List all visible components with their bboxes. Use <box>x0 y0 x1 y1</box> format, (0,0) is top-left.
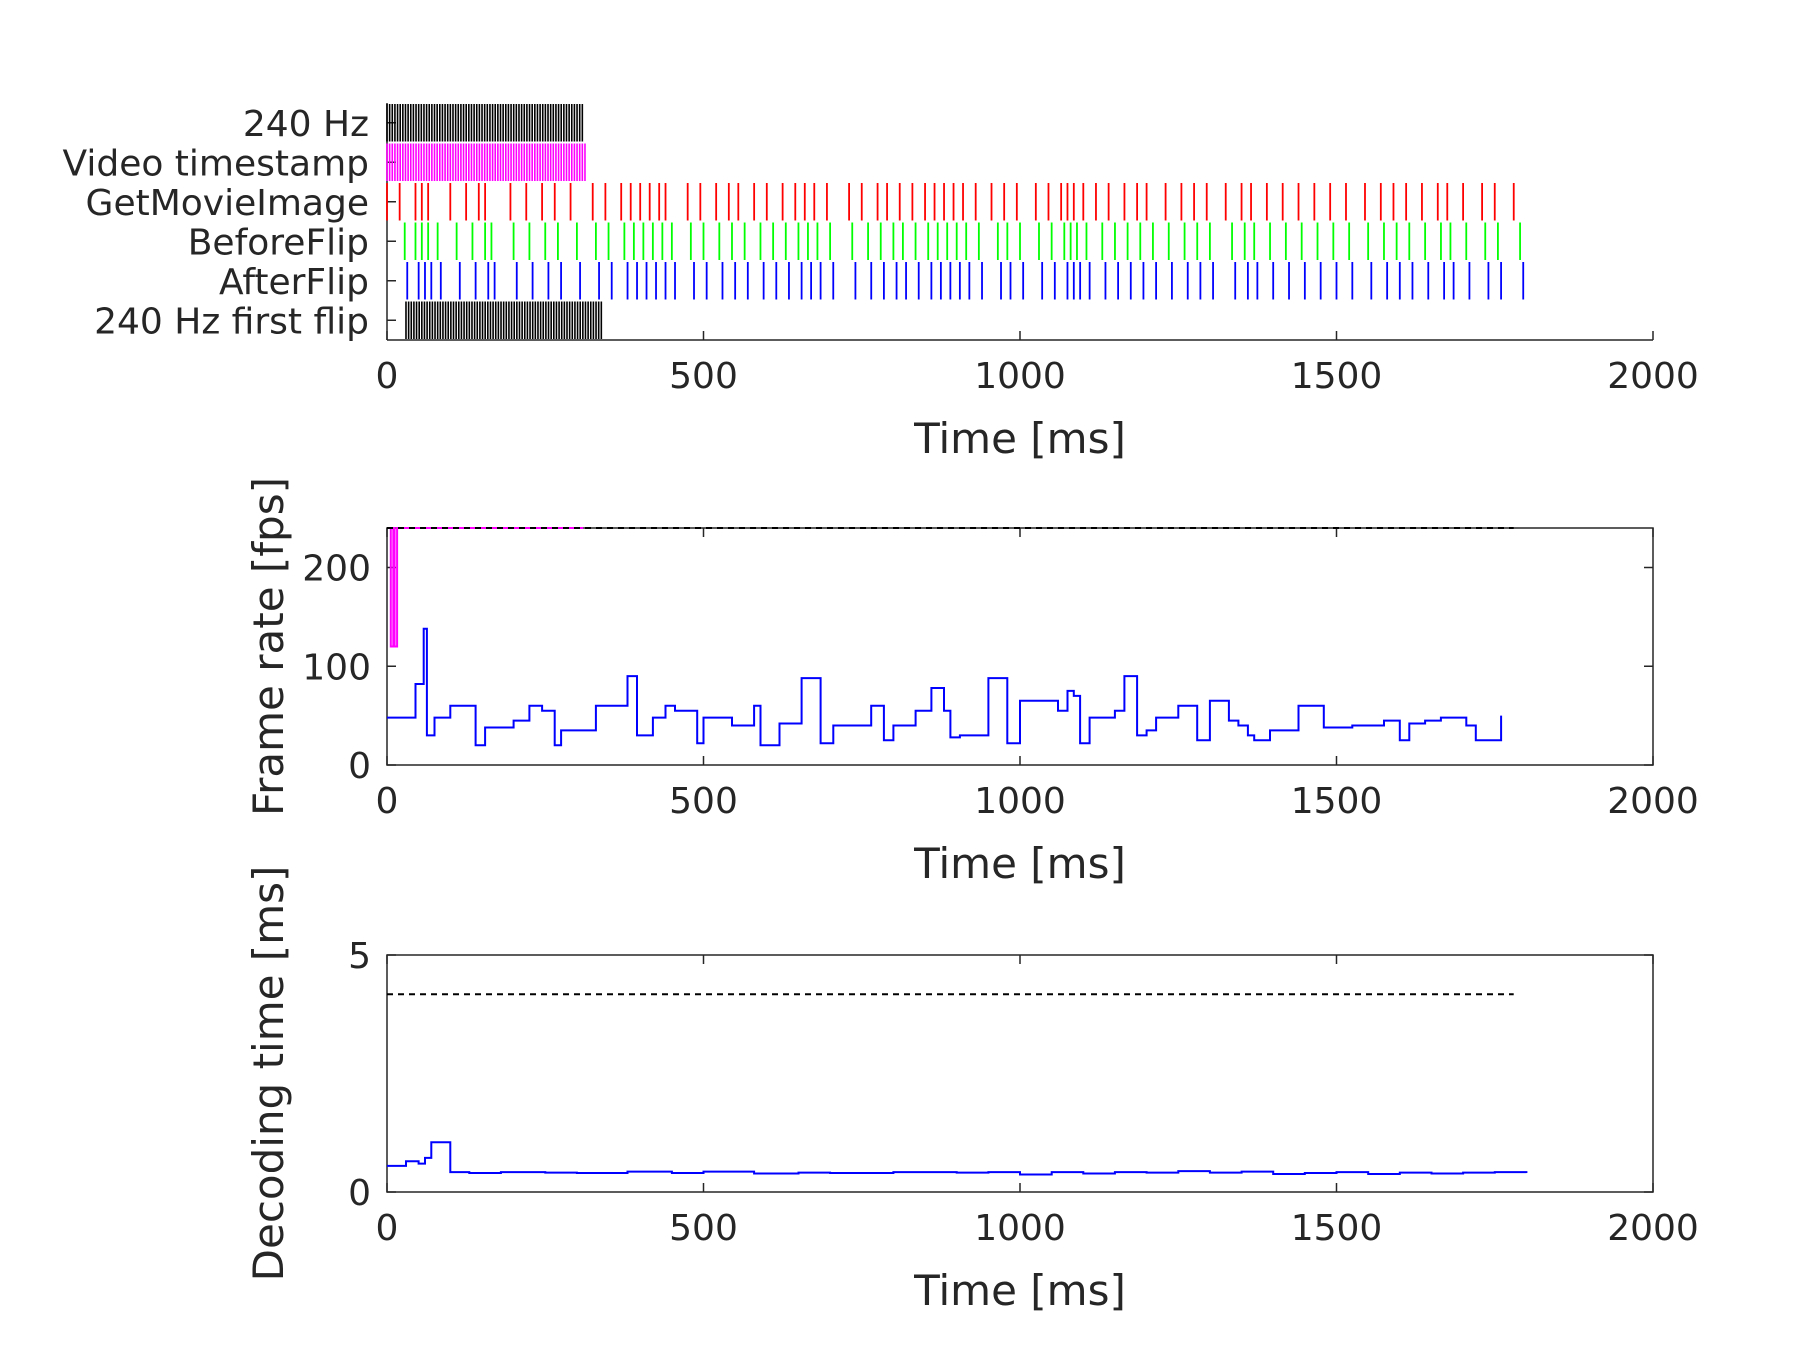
x-tick-label: 500 <box>669 1208 738 1249</box>
x-axis-label: Time [ms] <box>913 1266 1126 1315</box>
y-tick-label: 0 <box>348 1173 371 1214</box>
x-tick-label: 500 <box>669 356 738 397</box>
x-tick-label: 1500 <box>1291 1208 1383 1249</box>
series-line <box>387 1141 1528 1176</box>
x-tick-label: 2000 <box>1607 1208 1699 1249</box>
x-tick-label: 1500 <box>1291 781 1383 822</box>
x-tick-label: 1500 <box>1291 356 1383 397</box>
y-tick-label: 5 <box>348 936 371 977</box>
row-label: Video timestamp <box>63 143 370 184</box>
event-row <box>403 222 1521 260</box>
series-line <box>387 627 1503 747</box>
x-tick-label: 0 <box>376 781 399 822</box>
y-tick-label: 200 <box>302 549 371 590</box>
y-tick-label: 0 <box>348 746 371 787</box>
y-tick-label: 100 <box>302 647 371 688</box>
x-tick-label: 1000 <box>974 356 1066 397</box>
row-label: AfterFlip <box>219 262 369 303</box>
decoding-time-panel: 0 5 Decoding time [ms] 0 500 1000 1500 2000 Time… <box>244 866 1699 1315</box>
x-tick-label: 1000 <box>974 781 1066 822</box>
event-row <box>386 183 1515 221</box>
x-tick-label: 2000 <box>1607 781 1699 822</box>
event-row <box>386 104 584 142</box>
x-axis-label: Time [ms] <box>913 839 1126 888</box>
row-label: GetMovieImage <box>86 183 369 224</box>
row-label: BeforeFlip <box>188 222 369 263</box>
x-tick-label: 0 <box>376 1208 399 1249</box>
row-label: 240 Hz <box>243 104 369 145</box>
x-tick-label: 0 <box>376 356 399 397</box>
event-row <box>405 301 603 339</box>
x-tick-label: 2000 <box>1607 356 1699 397</box>
y-axis-label: Frame rate [fps] <box>244 477 293 816</box>
y-axis-label: Decoding time [ms] <box>244 866 293 1282</box>
row-label: 240 Hz first flip <box>94 301 369 342</box>
x-axis-label: Time [ms] <box>913 414 1126 463</box>
event-row <box>386 143 586 181</box>
x-tick-label: 1000 <box>974 1208 1066 1249</box>
event-row <box>406 262 1525 300</box>
x-tick-label: 500 <box>669 781 738 822</box>
